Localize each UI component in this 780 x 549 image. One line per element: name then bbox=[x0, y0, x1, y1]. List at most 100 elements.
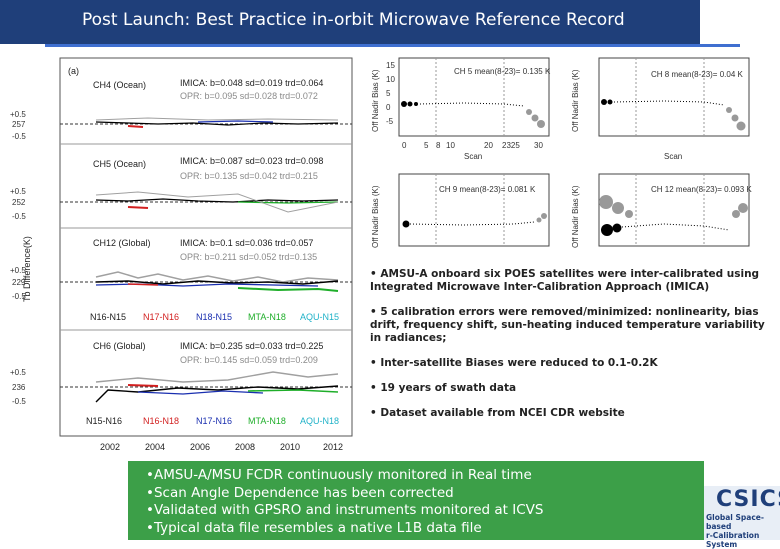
data-point bbox=[537, 120, 545, 128]
x-tick: 10 bbox=[446, 141, 455, 150]
legend-item: AQU-N18 bbox=[300, 416, 339, 426]
data-point bbox=[601, 224, 613, 236]
logo-subtitle-line: Global Space-based bbox=[706, 513, 764, 531]
left-figure-frame bbox=[59, 57, 353, 437]
x-tick-label: 2008 bbox=[235, 442, 255, 452]
legend-item: MTA-N18 bbox=[248, 312, 286, 322]
y-axis-label: Off Nadir Bias (K) bbox=[371, 69, 380, 132]
y-tick: 5 bbox=[386, 89, 391, 98]
x-tick: 30 bbox=[534, 141, 543, 150]
panel-frame bbox=[398, 57, 550, 137]
panel-channel: CH5 (Ocean) bbox=[93, 159, 146, 169]
panel-imica: IMICA: b=0.087 sd=0.023 trd=0.098 bbox=[180, 156, 323, 166]
data-point bbox=[612, 202, 624, 214]
series-line bbox=[127, 384, 159, 387]
legend-item: N17-N16 bbox=[143, 312, 179, 322]
x-tick-label: 2006 bbox=[190, 442, 210, 452]
panel-channel: CH6 (Global) bbox=[93, 341, 146, 351]
bullet-item: • 19 years of swath data bbox=[370, 382, 517, 394]
tick-label: +0.5 bbox=[10, 368, 26, 377]
series-line bbox=[237, 201, 339, 204]
data-point bbox=[625, 210, 633, 218]
legend-item: N17-N16 bbox=[196, 416, 232, 426]
data-point bbox=[401, 101, 407, 107]
panel-label: (a) bbox=[68, 66, 79, 76]
panel-opr: OPR: b=0.145 sd=0.059 trd=0.209 bbox=[180, 355, 318, 365]
tick-label: +0.5 bbox=[10, 110, 26, 119]
panel-channel: CH4 (Ocean) bbox=[93, 80, 146, 90]
data-point bbox=[599, 195, 613, 209]
tick-label: 229 bbox=[12, 278, 26, 287]
logo-subtitle: Global Space-based r-Calibration System bbox=[706, 513, 780, 549]
left-x-ticks: 2002 2004 2006 2008 2010 2012 bbox=[100, 442, 343, 452]
data-point bbox=[407, 101, 413, 107]
panel-frame bbox=[598, 173, 750, 247]
gsics-logo: CSICS bbox=[716, 487, 780, 512]
x-axis-label: Scan bbox=[664, 152, 682, 161]
bullet-item: • Dataset available from NCEI CDR websit… bbox=[370, 407, 625, 419]
panel-ch12: CH12 (Global) IMICA: b=0.1 sd=0.036 trd=… bbox=[10, 238, 352, 322]
y-tick: 10 bbox=[386, 75, 395, 84]
data-point bbox=[402, 220, 410, 228]
y-tick: 15 bbox=[386, 61, 395, 70]
tick-label: 257 bbox=[12, 120, 26, 129]
y-axis-label: Off Nadir Bias (K) bbox=[371, 185, 380, 248]
x-tick: 20 bbox=[484, 141, 493, 150]
panel-imica: IMICA: b=0.235 sd=0.033 trd=0.225 bbox=[180, 341, 323, 351]
series-line bbox=[95, 280, 339, 285]
panel-imica: IMICA: b=0.1 sd=0.036 trd=0.057 bbox=[180, 238, 313, 248]
tick-label: 236 bbox=[12, 383, 26, 392]
data-point bbox=[414, 102, 418, 106]
legend-item: AQU-N15 bbox=[300, 312, 339, 322]
x-axis-label: Scan bbox=[464, 152, 482, 161]
data-point bbox=[541, 213, 547, 219]
x-tick-label: 2010 bbox=[280, 442, 300, 452]
summary-item: •Validated with GPSRO and instruments mo… bbox=[146, 502, 544, 518]
panel-ch5: CH5 (Ocean) IMICA: b=0.087 sd=0.023 trd=… bbox=[10, 156, 352, 221]
panel-channel: CH12 (Global) bbox=[93, 238, 151, 248]
right-figure-svg: Off Nadir Bias (K) 15 10 5 0 -5 CH 5 mea… bbox=[371, 57, 752, 248]
summary-list: •AMSU-A/MSU FCDR continuously monitored … bbox=[146, 467, 543, 537]
legend-item: MTA-N18 bbox=[248, 416, 286, 426]
series-line bbox=[409, 221, 535, 226]
y-tick: 0 bbox=[386, 103, 391, 112]
left-y-axis-label: Tb Difference(K) bbox=[22, 236, 32, 302]
data-point bbox=[612, 223, 622, 233]
series-line bbox=[237, 287, 339, 292]
panel-opr: OPR: b=0.135 sd=0.042 trd=0.215 bbox=[180, 171, 318, 181]
legend-item: N16-N18 bbox=[143, 416, 179, 426]
panel-imica: IMICA: b=0.048 sd=0.019 trd=0.064 bbox=[180, 78, 323, 88]
slide-title: Post Launch: Best Practice in-orbit Micr… bbox=[82, 10, 625, 30]
data-point bbox=[607, 99, 613, 105]
series-line bbox=[95, 271, 339, 283]
x-tick-label: 2004 bbox=[145, 442, 165, 452]
scan-panel-ch5: Off Nadir Bias (K) 15 10 5 0 -5 CH 5 mea… bbox=[371, 57, 551, 161]
data-point bbox=[536, 217, 542, 223]
series-line bbox=[137, 390, 264, 395]
series-line bbox=[127, 125, 144, 128]
logo-subtitle-line: r-Calibration System bbox=[706, 531, 760, 549]
x-tick-label: 2012 bbox=[323, 442, 343, 452]
panel-title: CH 5 mean(8-23)= 0.135 K bbox=[454, 67, 551, 76]
left-figure: (a) Tb Difference(K) CH4 (Ocean) IMICA: … bbox=[8, 52, 360, 462]
y-tick: -5 bbox=[386, 117, 394, 126]
right-figure: Off Nadir Bias (K) 15 10 5 0 -5 CH 5 mea… bbox=[364, 52, 754, 268]
x-tick: 2325 bbox=[502, 141, 520, 150]
series-line bbox=[95, 121, 339, 126]
data-point bbox=[738, 203, 748, 213]
data-point bbox=[601, 99, 607, 105]
series-line bbox=[95, 371, 339, 383]
tick-label: -0.5 bbox=[12, 292, 26, 301]
summary-box bbox=[128, 461, 704, 540]
title-bar bbox=[0, 0, 700, 44]
series-line bbox=[95, 385, 339, 403]
tick-label: -0.5 bbox=[12, 132, 26, 141]
y-axis-label: Off Nadir Bias (K) bbox=[571, 69, 580, 132]
legend-item: N15-N16 bbox=[86, 416, 122, 426]
x-tick: 5 bbox=[424, 141, 429, 150]
bullet-item: • AMSU-A onboard six POES satellites wer… bbox=[370, 268, 760, 293]
series-line bbox=[127, 206, 149, 209]
series-line bbox=[621, 223, 730, 231]
series-line bbox=[247, 389, 339, 393]
scan-panel-ch8: Off Nadir Bias (K) CH 8 mean(8-23)= 0.04… bbox=[571, 57, 750, 161]
